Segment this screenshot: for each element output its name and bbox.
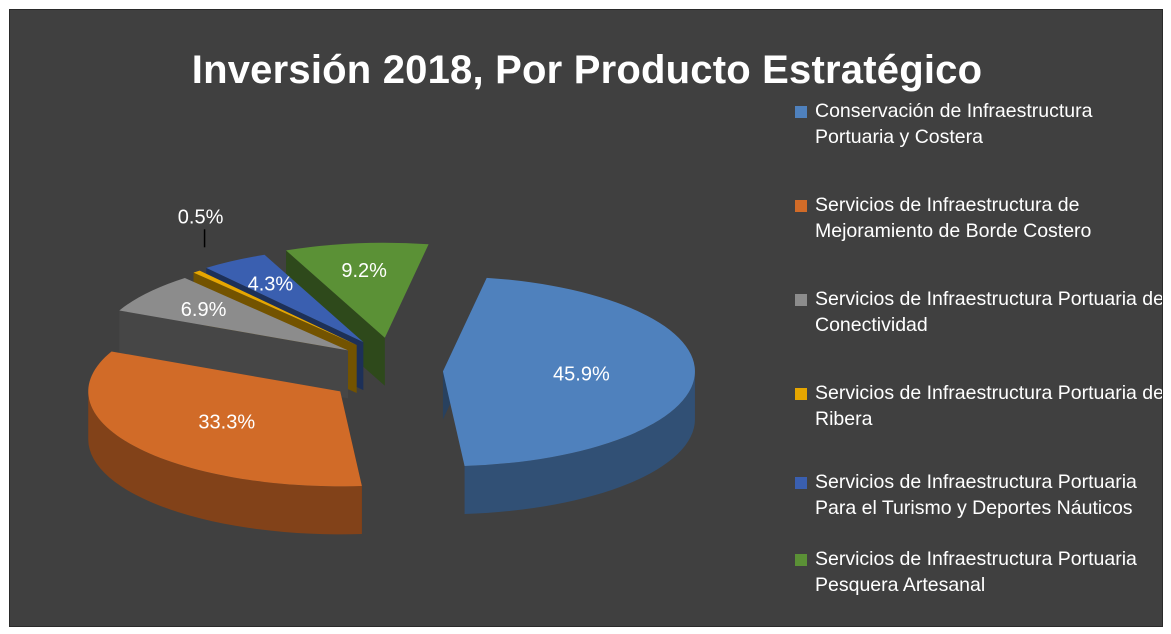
slice-label-5: 9.2% [341,260,387,282]
pie-slice-4 [206,254,364,343]
pie-slice-wall-2 [119,310,349,399]
chart-title: Inversión 2018, Por Producto Estratégico [191,48,983,92]
legend-label-1: Servicios de Infraestructura de Mejorami… [815,194,1092,242]
legend-label-4: Servicios de Infraestructura Portuaria P… [815,471,1137,519]
legend-swatch-5 [795,554,807,566]
legend-swatch-2 [795,294,807,306]
slice-label-0: 45.9% [553,364,610,386]
pie-slice-0 [442,277,695,467]
pie-slice-side-0 [464,371,695,515]
legend-swatch-0 [795,106,807,118]
legend-swatch-1 [795,200,807,212]
legend-swatch-4 [795,477,807,489]
pie-slice-5 [286,242,429,338]
pie-slice-1 [88,351,362,487]
legend-swatch-3 [795,388,807,400]
slice-label-2: 6.9% [181,299,227,321]
pie-chart: 45.9% 33.3% 6.9% 0.5% 4.3% 9.2% [88,206,695,535]
slice-label-1: 33.3% [198,411,255,433]
pie-slice-side-1 [88,391,362,535]
pie-slice-3 [193,270,357,345]
legend-label-0: Conservación de Infraestructura Portuari… [815,100,1093,148]
legend-label-5: Servicios de Infraestructura Portuaria P… [815,548,1137,596]
slice-label-3: 0.5% [178,206,224,228]
legend-label-2: Servicios de Infraestructura Portuaria d… [815,288,1163,336]
chart-area: Inversión 2018, Por Producto Estratégico… [9,9,1163,627]
legend-label-3: Servicios de Infraestructura Portuaria d… [815,382,1163,430]
slice-label-4: 4.3% [248,273,294,295]
pie-slice-2 [119,277,349,351]
